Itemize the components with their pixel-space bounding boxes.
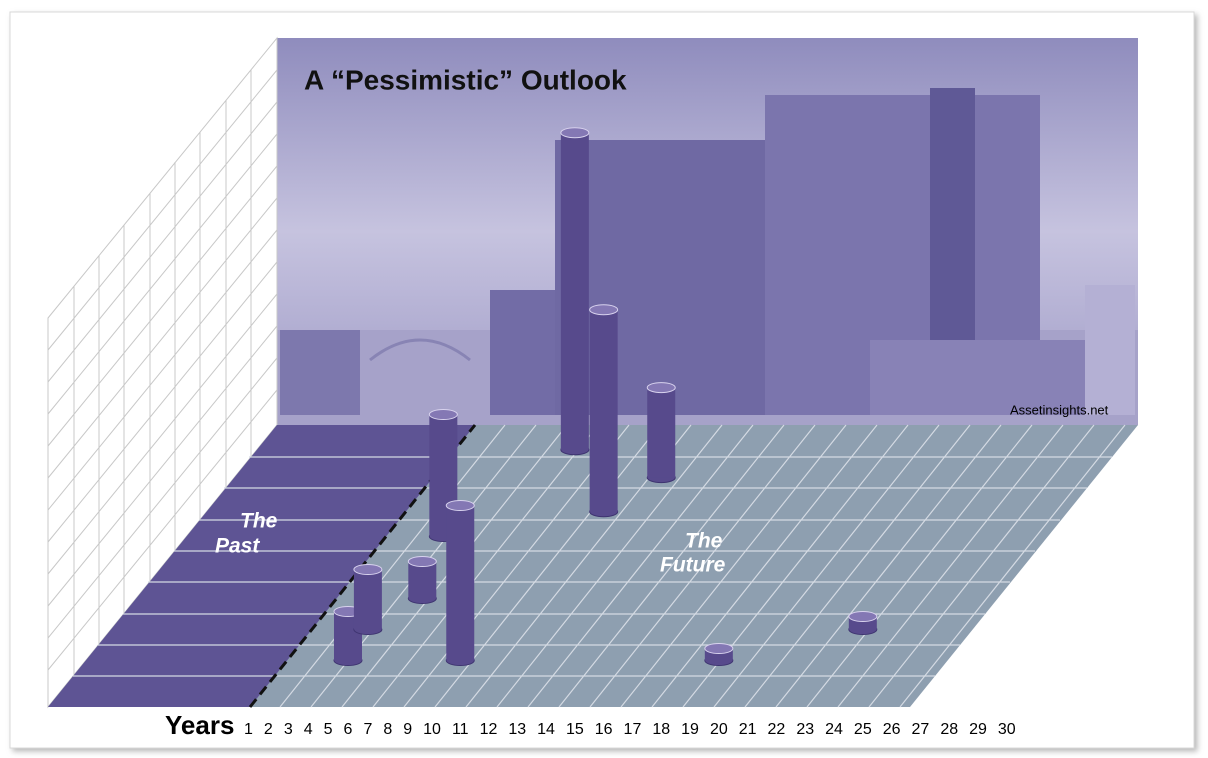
cylinder-top <box>445 500 475 511</box>
x-tick-label: 18 <box>652 721 670 738</box>
x-tick-label: 5 <box>324 721 333 738</box>
x-tick-label: 24 <box>825 721 843 738</box>
x-tick-label: 25 <box>854 721 872 738</box>
future-label: Future <box>660 554 726 577</box>
cylinder-body <box>560 132 589 450</box>
cylinder-body <box>353 569 382 630</box>
cylinder-top <box>848 611 878 622</box>
chart-title: A “Pessimistic” Outlook <box>304 64 627 95</box>
x-tick-label: 15 <box>566 721 584 738</box>
x-tick-label: 30 <box>998 721 1016 738</box>
x-tick-label: 20 <box>710 721 728 738</box>
cylinder <box>407 556 437 604</box>
x-tick-label: 27 <box>912 721 930 738</box>
x-tick-label: 10 <box>423 721 441 738</box>
x-axis-label: Years <box>165 710 234 740</box>
x-tick-label: 13 <box>508 721 526 738</box>
cylinder-top <box>704 643 734 654</box>
background-photo <box>277 38 1138 425</box>
cylinder <box>704 643 734 666</box>
x-tick-label: 28 <box>940 721 958 738</box>
x-tick-label: 6 <box>344 721 353 738</box>
x-tick-label: 3 <box>284 721 293 738</box>
x-tick-label: 29 <box>969 721 987 738</box>
cylinder <box>589 304 619 518</box>
x-tick-label: 4 <box>304 721 313 738</box>
cylinder <box>353 564 383 635</box>
x-tick-label: 23 <box>796 721 814 738</box>
x-tick-label: 19 <box>681 721 699 738</box>
cylinder <box>445 500 475 666</box>
x-tick-label: 26 <box>883 721 901 738</box>
cylinder <box>848 611 878 635</box>
cylinder-top <box>407 556 437 567</box>
future-label: The <box>685 530 723 553</box>
x-tick-label: 14 <box>537 721 555 738</box>
cylinder <box>560 127 590 456</box>
cylinder-body <box>408 561 437 599</box>
x-tick-label: 12 <box>480 721 498 738</box>
cylinder-body <box>647 387 676 478</box>
x-tick-label: 8 <box>383 721 392 738</box>
cylinder-body <box>446 505 475 661</box>
source-label: Assetinsights.net <box>1010 402 1109 417</box>
x-tick-label: 2 <box>264 721 273 738</box>
x-tick-label: 1 <box>244 721 253 738</box>
cylinder-top <box>428 409 458 420</box>
cylinder-top <box>646 382 676 394</box>
cylinder <box>646 382 676 484</box>
cylinder-top <box>353 564 383 575</box>
past-label: Past <box>215 535 260 558</box>
x-tick-label: 11 <box>452 721 469 738</box>
cylinder-body <box>589 309 618 512</box>
x-tick-label: 16 <box>595 721 613 738</box>
x-tick-label: 22 <box>768 721 786 738</box>
cylinder-top <box>589 304 619 316</box>
x-tick-label: 21 <box>739 721 757 738</box>
cylinder-top <box>560 127 590 139</box>
past-label: The <box>240 510 278 533</box>
x-tick-label: 17 <box>624 721 642 738</box>
x-tick-label: 9 <box>403 721 412 738</box>
x-tick-label: 7 <box>363 721 372 738</box>
cylinder <box>428 409 458 542</box>
